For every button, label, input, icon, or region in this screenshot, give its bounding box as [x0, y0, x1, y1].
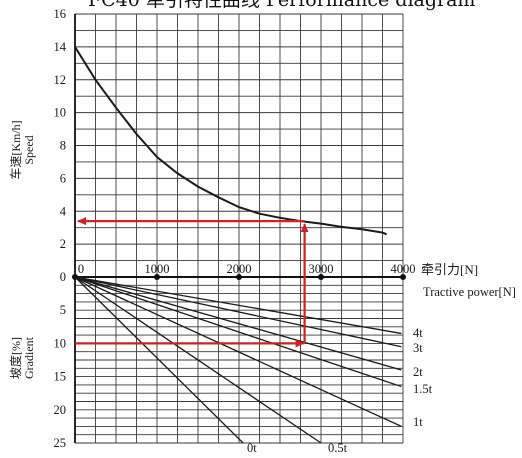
x-tick-label: 3000 — [309, 262, 334, 276]
y-tick-label-gradient: 25 — [54, 436, 67, 450]
y-tick-label-speed: 16 — [54, 7, 67, 21]
y-tick-label-gradient: 5 — [60, 303, 66, 317]
gradient-label-3t: 3t — [413, 341, 423, 355]
x-tick-dot — [236, 274, 242, 280]
x-tick-label: 0 — [78, 262, 84, 276]
x-tick-dot — [400, 274, 406, 280]
gradient-line-0-5t — [74, 276, 322, 444]
y-tick-label-speed: 14 — [54, 40, 67, 54]
gradient-label-4t: 4t — [413, 326, 423, 340]
y-tick-label-speed: 10 — [54, 106, 67, 120]
gradient-line-2t — [74, 276, 402, 371]
y-tick-label-gradient: 15 — [54, 370, 67, 384]
gradient-line-1t — [74, 276, 402, 427]
speed-axis-label-cn: 车速[Km/h] — [8, 120, 23, 179]
chart-title: FC40 牵引特性曲线 Performance diagram — [88, 0, 475, 11]
gradient-axis-label-cn: 坡度[%] — [8, 337, 23, 379]
x-tick-dot — [154, 274, 160, 280]
gradient-label-0t: 0t — [247, 441, 257, 455]
gradient-label-0-5t: 0.5t — [328, 441, 348, 455]
gradient-line-4t — [74, 276, 402, 335]
speed-axis-label-en: Speed — [22, 135, 36, 164]
gradient-axis-label-en: Gradient — [22, 336, 36, 379]
gradient-label-1t: 1t — [413, 415, 423, 429]
y-tick-label-speed: 2 — [60, 237, 66, 251]
gradient-label-1-5t: 1.5t — [413, 382, 433, 396]
gradient-label-2t: 2t — [413, 365, 423, 379]
speed-axis-title: 车速[Km/h] Speed — [8, 120, 36, 179]
x-tick-label: 1000 — [145, 262, 170, 276]
x-axis-label-en: Tractive power[N] — [423, 285, 516, 299]
y-tick-label-speed: 4 — [60, 204, 67, 218]
x-tick-label: 4000 — [391, 262, 416, 276]
x-tick-label: 2000 — [227, 262, 252, 276]
y-tick-label-speed: 6 — [60, 171, 66, 185]
y-tick-label-speed: 12 — [54, 73, 67, 87]
gradient-line-1-5t — [74, 276, 402, 388]
gradient-line-3t — [74, 276, 402, 348]
gradient-line-0t — [74, 276, 244, 444]
y-tick-label-speed: 8 — [60, 139, 66, 153]
y-tick-label-speed: 0 — [60, 270, 66, 284]
gradient-axis-title: 坡度[%] Gradient — [8, 336, 36, 379]
x-axis-label-cn: 牵引力[N] — [421, 262, 478, 277]
speed-curve — [74, 46, 387, 236]
x-tick-dot — [318, 274, 324, 280]
y-tick-label-gradient: 20 — [54, 403, 67, 417]
y-tick-label-gradient: 10 — [54, 336, 67, 350]
